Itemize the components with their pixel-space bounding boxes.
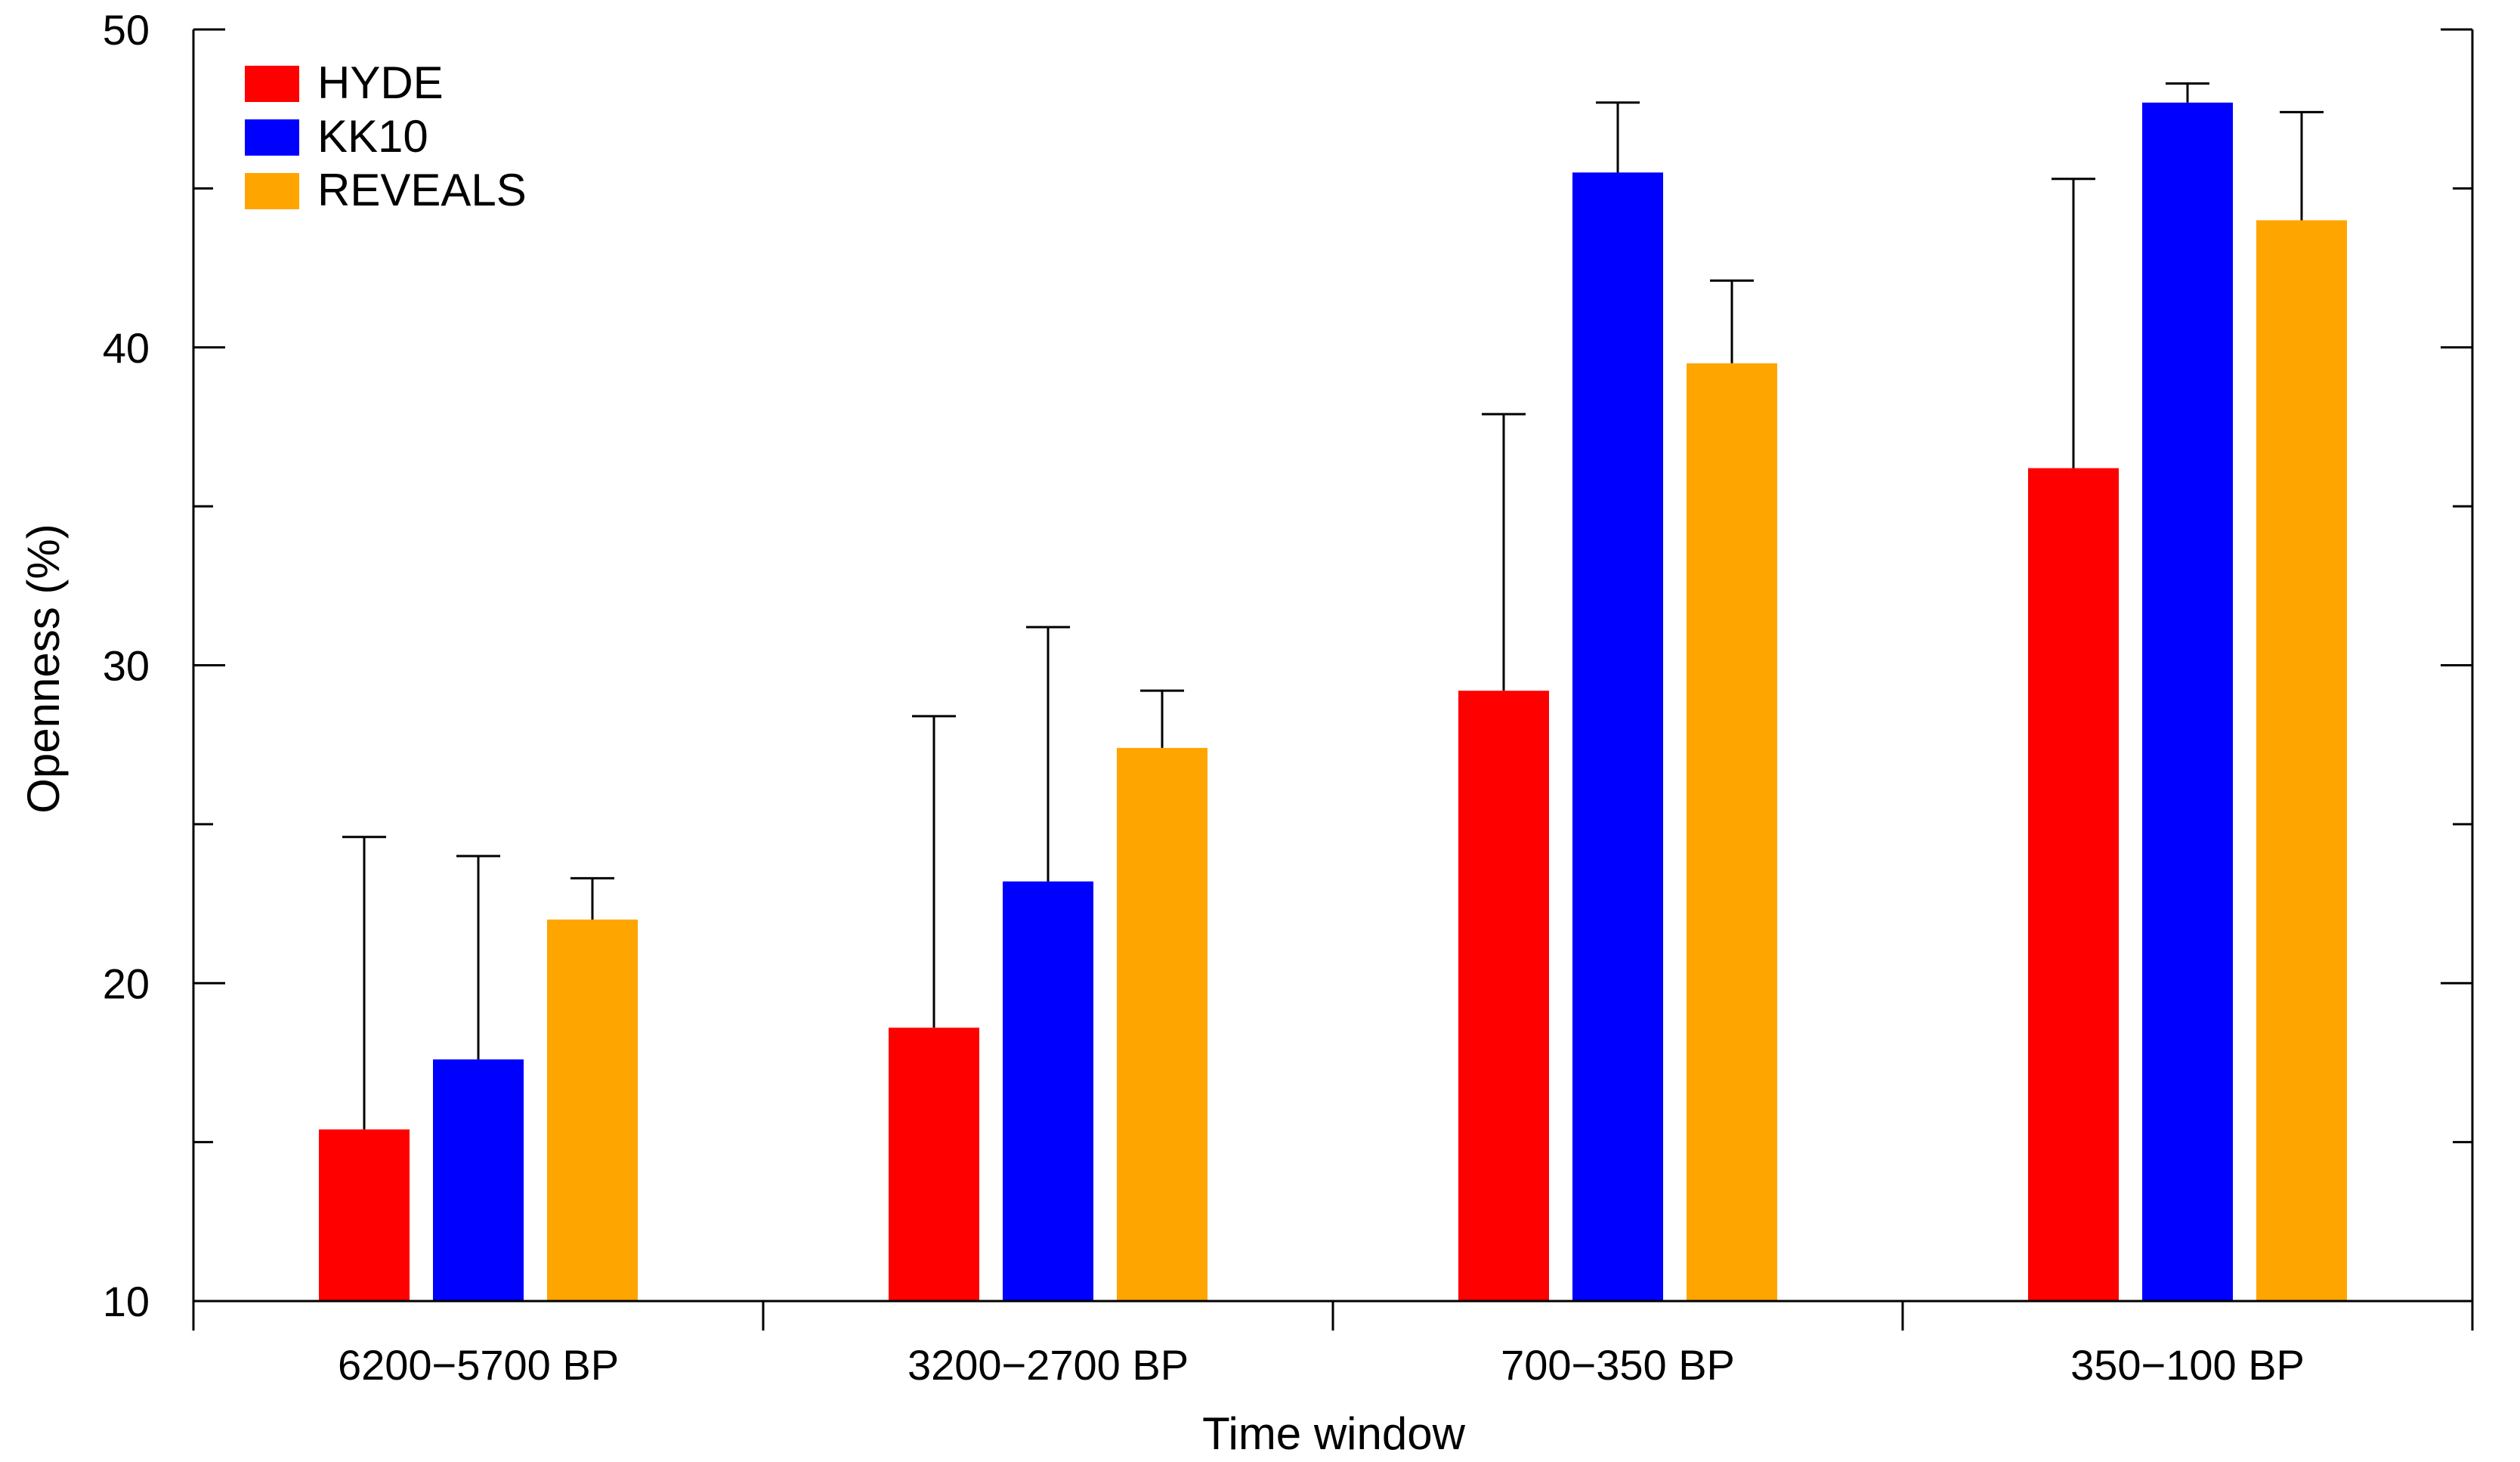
x-tick-labels: 6200−5700 BP 3200−2700 BP 700−350 BP 350−10…: [338, 1341, 2305, 1389]
bar-kk10-1: [433, 1059, 524, 1301]
bar-kk10-2: [1003, 881, 1093, 1301]
y-tick-label: 10: [103, 1278, 150, 1325]
legend-swatch-kk10: [245, 119, 299, 156]
axes-layer: [192, 28, 2474, 1331]
x-tick-label: 350−100 BP: [2070, 1341, 2305, 1389]
bar-hyde-3: [1458, 691, 1549, 1301]
bar-hyde-1: [319, 1129, 410, 1301]
x-tick-label: 700−350 BP: [1501, 1341, 1735, 1389]
y-tick-label: 50: [103, 6, 150, 54]
bar-reveals-3: [1687, 363, 1777, 1301]
x-tick-label: 3200−2700 BP: [908, 1341, 1189, 1389]
bar-hyde-2: [889, 1028, 979, 1301]
legend-label-kk10: KK10: [317, 111, 428, 162]
bars-layer: [319, 102, 2347, 1301]
bar-kk10-3: [1572, 172, 1663, 1301]
x-axis-title: Time window: [1202, 1408, 1466, 1459]
y-tick-label: 30: [103, 642, 150, 690]
y-tick-label: 20: [103, 960, 150, 1007]
bar-kk10-4: [2142, 102, 2233, 1301]
legend-label-hyde: HYDE: [317, 57, 444, 108]
legend-swatch-reveals: [245, 173, 299, 209]
y-axis-title: Openness (%): [18, 524, 69, 814]
legend-swatch-hyde: [245, 66, 299, 102]
legend-label-reveals: REVEALS: [317, 165, 527, 215]
bar-reveals-4: [2256, 220, 2347, 1301]
bar-hyde-4: [2028, 468, 2119, 1301]
y-tick-labels: 10 20 30 40 50: [103, 6, 150, 1325]
x-tick-label: 6200−5700 BP: [338, 1341, 619, 1389]
error-bars-layer: [342, 82, 2324, 1130]
bar-reveals-2: [1117, 747, 1207, 1301]
bar-reveals-1: [547, 920, 638, 1301]
y-tick-label: 40: [103, 324, 150, 372]
